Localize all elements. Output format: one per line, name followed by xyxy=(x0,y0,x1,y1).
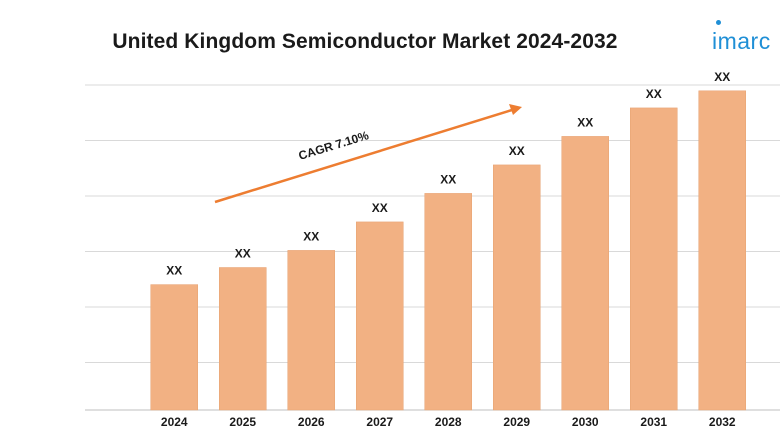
data-labels: XX XX XX XX XX XX XX XX XX xyxy=(166,70,730,278)
cagr-arrow-head xyxy=(509,104,522,115)
x-tick-2026: 2026 xyxy=(298,415,325,429)
data-label-2028: XX xyxy=(440,172,456,186)
data-label-2032: XX xyxy=(714,70,730,84)
bar-2029 xyxy=(493,164,541,411)
x-tick-2029: 2029 xyxy=(503,415,530,429)
logo-text: imarc xyxy=(712,28,771,54)
data-label-2024: XX xyxy=(166,264,182,278)
x-axis-ticks: 2024 2025 2026 2027 2028 2029 2030 2031 2032 xyxy=(161,415,736,429)
bar-2026 xyxy=(287,250,335,411)
bar-2032 xyxy=(698,90,746,411)
bar-2025 xyxy=(219,267,267,411)
bar-2024 xyxy=(150,284,198,411)
chart-title: United Kingdom Semiconductor Market 2024… xyxy=(112,30,618,53)
bar-2027 xyxy=(356,221,404,411)
cagr-arrow xyxy=(214,108,513,204)
bars xyxy=(150,90,746,411)
x-tick-2030: 2030 xyxy=(572,415,599,429)
cagr-annotation: CAGR 7.10% xyxy=(214,104,522,204)
x-tick-2027: 2027 xyxy=(366,415,393,429)
x-tick-2024: 2024 xyxy=(161,415,188,429)
x-tick-2032: 2032 xyxy=(709,415,736,429)
data-label-2029: XX xyxy=(509,144,525,158)
bar-2030 xyxy=(561,136,609,411)
data-label-2026: XX xyxy=(303,229,319,243)
x-tick-2028: 2028 xyxy=(435,415,462,429)
imarc-logo: imarc xyxy=(712,20,780,60)
bar-2028 xyxy=(424,193,472,411)
data-label-2031: XX xyxy=(646,87,662,101)
x-tick-2025: 2025 xyxy=(229,415,256,429)
logo-dot-icon xyxy=(716,20,721,25)
data-label-2025: XX xyxy=(235,247,251,261)
data-label-2027: XX xyxy=(372,201,388,215)
bar-2031 xyxy=(630,107,678,411)
data-label-2030: XX xyxy=(577,115,593,129)
x-tick-2031: 2031 xyxy=(640,415,667,429)
